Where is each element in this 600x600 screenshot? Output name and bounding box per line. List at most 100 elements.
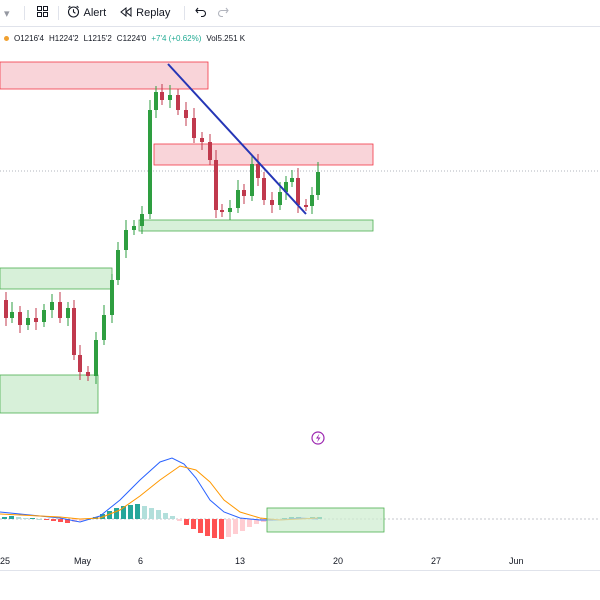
candle-body (66, 308, 70, 318)
legend-low: L1215'2 (83, 33, 112, 43)
candle-body (168, 95, 172, 100)
candle-body (304, 205, 308, 207)
candle-body (50, 302, 54, 310)
downtrend-line[interactable] (167, 63, 307, 215)
candle-body (270, 200, 274, 205)
undo-button[interactable] (195, 7, 207, 20)
candle-body (184, 110, 188, 118)
histogram-bar (30, 518, 35, 519)
histogram-bar (170, 516, 175, 519)
legend-open: O1216'4 (14, 33, 44, 43)
indicators-icon (36, 6, 48, 20)
candle-body (310, 195, 314, 206)
histogram-bar (107, 511, 112, 519)
candle-body (256, 164, 260, 178)
candle-body (58, 302, 62, 318)
candle-body (18, 312, 22, 325)
candle-body (124, 230, 128, 250)
toolbar-divider (23, 6, 25, 20)
toolbar-divider (184, 6, 186, 20)
legend-volume: Vol5.251 K (206, 33, 246, 43)
alert-label: Alert (83, 7, 107, 19)
candle-body (148, 110, 152, 214)
histogram-bar (156, 510, 161, 519)
candle-body (72, 308, 76, 355)
bottom-border (0, 570, 600, 571)
histogram-bar (114, 508, 119, 519)
histogram-bar (247, 519, 252, 527)
indicators-button[interactable] (36, 6, 48, 20)
alert-button[interactable]: Alert (67, 5, 107, 21)
signal-line (0, 465, 319, 521)
symbol-menu[interactable]: ▾ (4, 7, 10, 20)
x-axis-label: 27 (431, 556, 442, 566)
histogram-bar (184, 519, 189, 525)
histogram-bar (9, 516, 14, 519)
x-axis-label: May (74, 556, 92, 566)
candle-body (214, 160, 218, 210)
candle-body (290, 178, 294, 182)
candle-body (140, 214, 144, 226)
histogram-bar (44, 519, 49, 520)
histogram-bar (16, 517, 21, 519)
supply-zone-mid[interactable] (153, 143, 374, 166)
histogram-bar (142, 506, 147, 519)
histogram-bar (65, 519, 70, 523)
candle-body (278, 192, 282, 205)
candle-body (110, 280, 114, 315)
candle-body (86, 372, 90, 376)
histogram-bar (2, 517, 7, 519)
candle-body (208, 142, 212, 160)
candle-body (4, 300, 8, 318)
candle-body (132, 226, 136, 230)
alert-clock-icon (67, 5, 80, 21)
histogram-bar (226, 519, 231, 537)
lightning-icon[interactable] (311, 431, 325, 445)
histogram-bar (23, 518, 28, 519)
candle-body (200, 138, 204, 142)
histogram-bar (135, 504, 140, 519)
histogram-bar (177, 519, 182, 521)
candle-body (236, 190, 240, 208)
candle-body (176, 95, 180, 110)
candlestick-series (4, 84, 320, 384)
histogram-bar (219, 519, 224, 539)
x-axis-label: 25 (0, 556, 11, 566)
replay-icon (120, 6, 132, 20)
candle-body (102, 315, 106, 340)
histogram-bar (149, 508, 154, 519)
candle-body (228, 208, 232, 212)
undo-icon (195, 7, 207, 20)
candle-body (154, 92, 158, 110)
demand-zone-bottom[interactable] (0, 374, 99, 414)
candle-body (94, 340, 98, 376)
candle-body (220, 210, 224, 212)
candle-body (250, 164, 254, 196)
histogram-bar (128, 505, 133, 519)
x-axis-label: 13 (235, 556, 246, 566)
replay-label: Replay (136, 7, 171, 19)
chevron-down-icon: ▾ (4, 7, 10, 20)
histogram-bar (254, 519, 259, 524)
market-status-dot (4, 35, 9, 41)
legend-change: +7'4 (+0.62%) (151, 33, 202, 43)
ohlc-legend: O1216'4 H1224'2 L1215'2 C1224'0 +7'4 (+0… (0, 31, 245, 45)
legend-high: H1224'2 (49, 33, 79, 43)
demand-zone-left[interactable] (0, 267, 113, 290)
histogram-bar (198, 519, 203, 533)
supply-zone-top[interactable] (0, 61, 209, 90)
indicator-highlight-zone[interactable] (266, 507, 385, 533)
redo-icon (217, 7, 230, 20)
histogram-bar (205, 519, 210, 536)
x-axis-label: Jun (509, 556, 524, 566)
candle-body (262, 178, 266, 200)
replay-button[interactable]: Replay (120, 6, 171, 20)
histogram-bar (163, 513, 168, 519)
demand-zone-mid[interactable] (138, 219, 374, 232)
candle-body (34, 318, 38, 322)
toolbar-bottom-border (0, 26, 600, 27)
candle-body (10, 312, 14, 318)
redo-button[interactable] (217, 7, 230, 20)
candle-body (296, 178, 300, 205)
